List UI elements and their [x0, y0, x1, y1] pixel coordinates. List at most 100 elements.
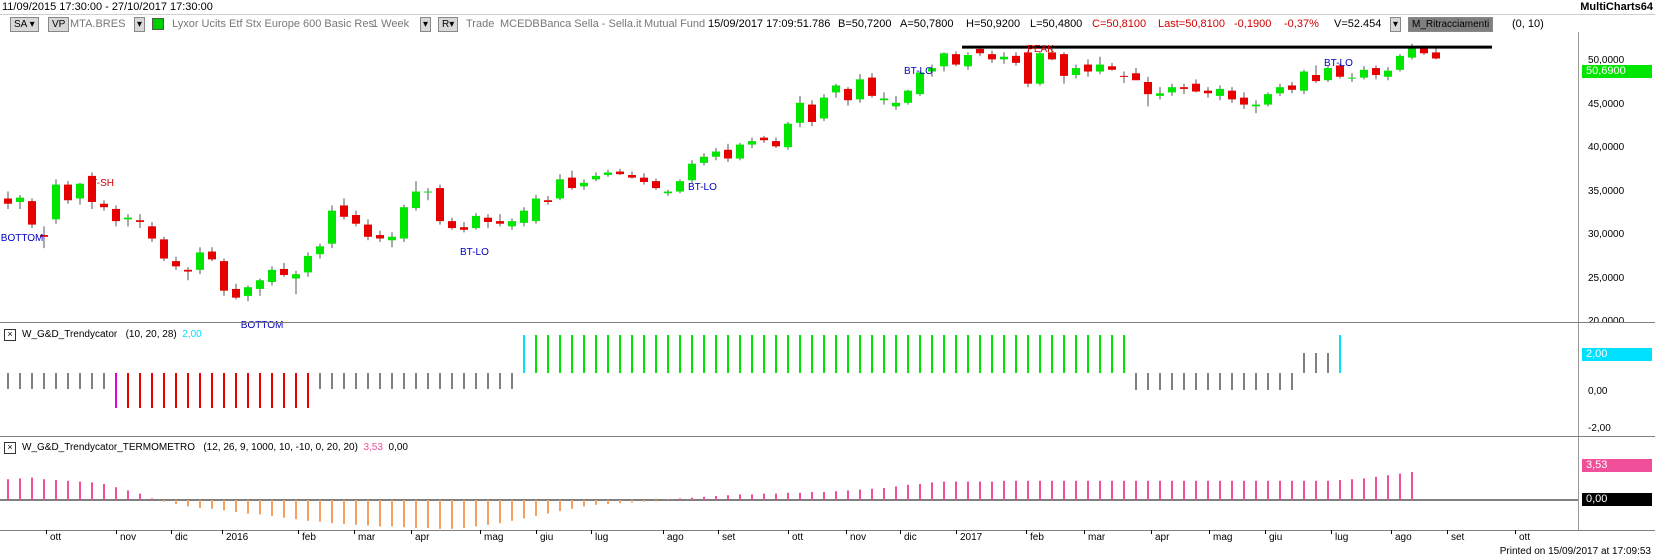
candle-body [1432, 52, 1440, 59]
candle-body [1312, 75, 1320, 82]
price-axis-tick: 35,0000 [1588, 185, 1625, 197]
time-axis-tickmark [354, 530, 355, 534]
candle-body [940, 53, 948, 67]
candle-body [1252, 104, 1260, 107]
candle-body [400, 207, 408, 239]
annotation-label: BT-LO [904, 65, 933, 77]
candle-body [520, 210, 528, 223]
candle-body [340, 205, 348, 217]
time-axis-tickmark [1391, 530, 1392, 534]
time-axis-tickmark [411, 530, 412, 534]
candle-body [1300, 71, 1308, 91]
osc1-axis [1578, 323, 1655, 436]
time-axis-tick: mar [358, 532, 376, 543]
time-axis-tick: feb [1030, 532, 1044, 543]
candle-body [1348, 77, 1356, 79]
candle-body [448, 221, 456, 229]
candle-body [1420, 48, 1428, 54]
last-price-badge: 50,6900 [1582, 65, 1652, 78]
indicator-button[interactable]: M_Ritracciamenti [1408, 17, 1494, 32]
change-pct-label: -0,37% [1284, 18, 1319, 30]
period-label: 1 Week [372, 18, 410, 30]
time-axis-tickmark [900, 530, 901, 534]
low-label: L=50,4800 [1030, 18, 1083, 30]
candle-body [868, 77, 876, 96]
candle-body [1132, 73, 1140, 81]
period-dropdown[interactable]: ▾ [420, 17, 432, 32]
candle-body [1012, 55, 1020, 63]
candle-body [196, 252, 204, 270]
time-axis-tick: mag [484, 532, 504, 543]
symbol-dropdown[interactable]: ▾ [134, 17, 146, 32]
color-swatch-icon [152, 18, 164, 30]
trendycator-chart[interactable] [0, 323, 1578, 436]
candle-body [568, 177, 576, 189]
candle-body [364, 224, 372, 237]
candle-body [1372, 68, 1380, 76]
change-label: -0,1900 [1234, 18, 1272, 30]
exchange-label: MCEDB [500, 18, 540, 30]
candle-body [904, 90, 912, 103]
price-axis-tick: 30,0000 [1588, 229, 1625, 241]
candle-body [1384, 70, 1392, 77]
osc2-zero-badge: 0,00 [1582, 493, 1652, 506]
candle-body [820, 97, 828, 119]
candle-body [460, 227, 468, 230]
printed-footer: Printed on 15/09/2017 at 17:09:53 [1499, 546, 1651, 557]
time-axis-tickmark [846, 530, 847, 534]
osc2-value: 3,53 [363, 442, 383, 453]
candle-body [376, 235, 384, 239]
time-axis-tickmark [1265, 530, 1266, 534]
high-label: H=50,9200 [966, 18, 1021, 30]
pane-divider[interactable] [0, 322, 1655, 323]
candle-body [1168, 87, 1176, 93]
candle-body [1228, 90, 1236, 100]
r-button[interactable]: R▾ [438, 17, 459, 32]
candle-body [1336, 65, 1344, 77]
candle-body [808, 104, 816, 122]
annotation-label: PEAK [1027, 43, 1054, 55]
osc2-axis [1578, 437, 1655, 531]
indicator-dropdown[interactable]: ▾ [1390, 17, 1402, 32]
symbol-status-line: SA ▾ VP MTA.BRES ▾ Lyxor Ucits Etf Stx E… [0, 15, 1655, 33]
candle-body [316, 246, 324, 255]
vp-button[interactable]: VP [48, 17, 70, 32]
candle-body [796, 102, 804, 123]
osc1-name: W_G&D_Trendycator [22, 329, 118, 340]
pane-divider[interactable] [0, 436, 1655, 437]
time-axis-tickmark [1026, 530, 1027, 534]
close-icon[interactable]: × [4, 329, 16, 341]
candle-body [64, 184, 72, 201]
time-axis-tickmark [116, 530, 117, 534]
candle-body [352, 215, 360, 224]
candle-body [1024, 52, 1032, 84]
candle-body [28, 201, 36, 225]
candle-body [1120, 75, 1128, 77]
osc1-params: (10, 20, 28) [125, 329, 177, 340]
candle-body [412, 191, 420, 209]
candle-body [556, 179, 564, 199]
app-name: MultiCharts64 [1580, 1, 1653, 13]
price-chart[interactable] [0, 32, 1578, 322]
trade-label: Trade [466, 18, 495, 30]
candle-body [760, 137, 768, 141]
candle-body [976, 48, 984, 54]
date-range-label: 11/09/2015 17:30:00 - 27/10/2017 17:30:0… [2, 1, 213, 13]
candle-body [844, 88, 852, 101]
osc2-value2: 0,00 [388, 442, 408, 453]
candle-body [328, 210, 336, 244]
candle-body [184, 269, 192, 272]
time-axis-tickmark [788, 530, 789, 534]
candle-body [1276, 87, 1284, 94]
osc1-badge: 2,00 [1582, 348, 1652, 361]
close-icon[interactable]: × [4, 442, 16, 454]
candle-body [268, 269, 276, 282]
sa-button[interactable]: SA ▾ [10, 17, 39, 32]
candle-body [220, 261, 228, 291]
candle-body [580, 182, 588, 187]
candle-body [496, 221, 504, 224]
termometro-chart[interactable] [0, 437, 1578, 531]
time-axis-tick: 2017 [960, 532, 983, 543]
time-axis-tickmark [718, 530, 719, 534]
candle-body [508, 221, 516, 227]
